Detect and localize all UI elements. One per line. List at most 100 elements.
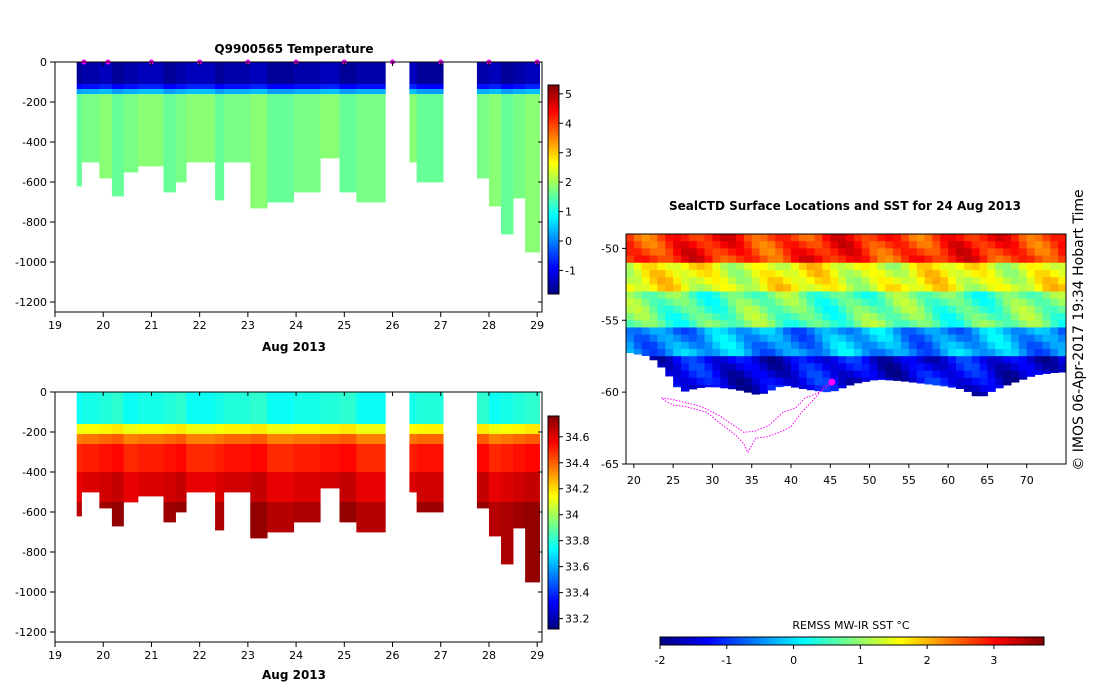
sst-cell (767, 334, 776, 343)
sst-cell (1003, 277, 1012, 285)
sst-cell (633, 327, 643, 336)
sst-cell (916, 262, 926, 271)
sst-cell (822, 341, 831, 350)
sst-cell (916, 370, 926, 379)
sst-cell (673, 241, 682, 249)
sst-cell (861, 262, 871, 271)
sst-cell (995, 234, 1004, 242)
sst-cell (869, 377, 878, 381)
sst-cell (633, 313, 643, 321)
salinity-cell (215, 392, 225, 425)
sst-cell (987, 356, 996, 364)
sst-cell (830, 313, 839, 321)
sst-cell (673, 234, 682, 242)
salinity-cell (81, 424, 100, 435)
sst-cell (806, 370, 816, 379)
sst-map-chart: SealCTD Surface Locations and SST for 24… (601, 199, 1067, 667)
sst-cell (901, 241, 910, 249)
sst-cell (1034, 356, 1043, 364)
sst-cell (657, 327, 666, 336)
sst-cell (649, 248, 658, 257)
sst-cell (649, 334, 658, 343)
sst-cell (665, 262, 674, 271)
sst-cell (995, 313, 1004, 321)
sst-cell (751, 291, 761, 300)
salinity-axes-frame (54, 391, 543, 643)
sst-cell (963, 277, 973, 285)
sst-cell (1042, 356, 1051, 364)
sst-cell (665, 291, 674, 300)
sst-cell (861, 255, 871, 264)
salinity-cell (320, 424, 340, 435)
sst-cell (924, 248, 933, 257)
sst-cell (822, 377, 831, 386)
salinity-cell (99, 472, 113, 503)
salinity-cell (267, 444, 295, 473)
sst-cell (822, 234, 831, 242)
sst-map-y-tick-label: -60 (601, 386, 619, 399)
sst-cell (885, 377, 894, 381)
sst-colorbar-tick-label: -1 (721, 654, 732, 667)
sst-cell (995, 377, 1004, 386)
sst-cell (696, 255, 706, 264)
sst-cell (924, 298, 933, 307)
sst-cell (1034, 363, 1043, 372)
sst-cell (720, 384, 729, 389)
sst-cell (995, 284, 1004, 292)
sst-cell (759, 277, 768, 285)
sst-cell (924, 334, 933, 343)
sst-cell (767, 284, 776, 292)
sst-cell (979, 241, 988, 249)
sst-cell (987, 241, 996, 249)
sst-cell (956, 313, 965, 321)
sst-cell (940, 370, 949, 379)
sst-cell (743, 349, 753, 357)
sst-cell (720, 277, 729, 285)
sst-cell (775, 269, 784, 278)
temperature-cell (137, 62, 164, 85)
sst-cell (916, 341, 926, 350)
sst-cell (798, 277, 808, 285)
sst-cell (940, 269, 949, 278)
temperature-y-tick-label: -1000 (15, 256, 47, 269)
sst-cell (751, 370, 761, 379)
sst-cell (979, 341, 988, 350)
temperature-x-tick-label: 24 (289, 319, 303, 332)
sst-cell (995, 341, 1004, 350)
salinity-cell (501, 392, 514, 425)
sst-cell (963, 363, 973, 372)
sst-colorbar-tick-label: 2 (924, 654, 931, 667)
sst-cell (916, 248, 926, 257)
sst-cell (932, 334, 941, 343)
sst-cell (885, 248, 894, 257)
sst-cell (1058, 284, 1066, 292)
salinity-cell (409, 424, 418, 435)
sst-cell (846, 377, 855, 386)
sst-cell (806, 234, 816, 242)
sst-cell (1050, 320, 1059, 328)
sst-cell (688, 298, 698, 307)
sst-cell (759, 313, 768, 321)
sst-cell (1018, 269, 1028, 278)
sst-cell (956, 341, 965, 350)
sst-cell (712, 298, 721, 307)
salinity-cell (186, 392, 216, 425)
sst-cell (751, 377, 761, 386)
sst-cell (712, 277, 721, 285)
sst-cell (853, 327, 863, 336)
sst-cell (688, 255, 698, 264)
sst-cell (987, 384, 996, 392)
sst-cell (814, 313, 823, 321)
sst-cell (626, 313, 635, 321)
sst-cell (901, 313, 910, 321)
sst-cell (971, 291, 981, 300)
sst-cell (688, 363, 698, 372)
sst-cell (908, 262, 918, 271)
sst-cell (751, 313, 761, 321)
sst-cell (681, 248, 690, 257)
sst-cell (759, 269, 768, 278)
sst-cell (877, 277, 886, 285)
sst-cell (838, 313, 847, 321)
sst-cell (932, 370, 941, 379)
